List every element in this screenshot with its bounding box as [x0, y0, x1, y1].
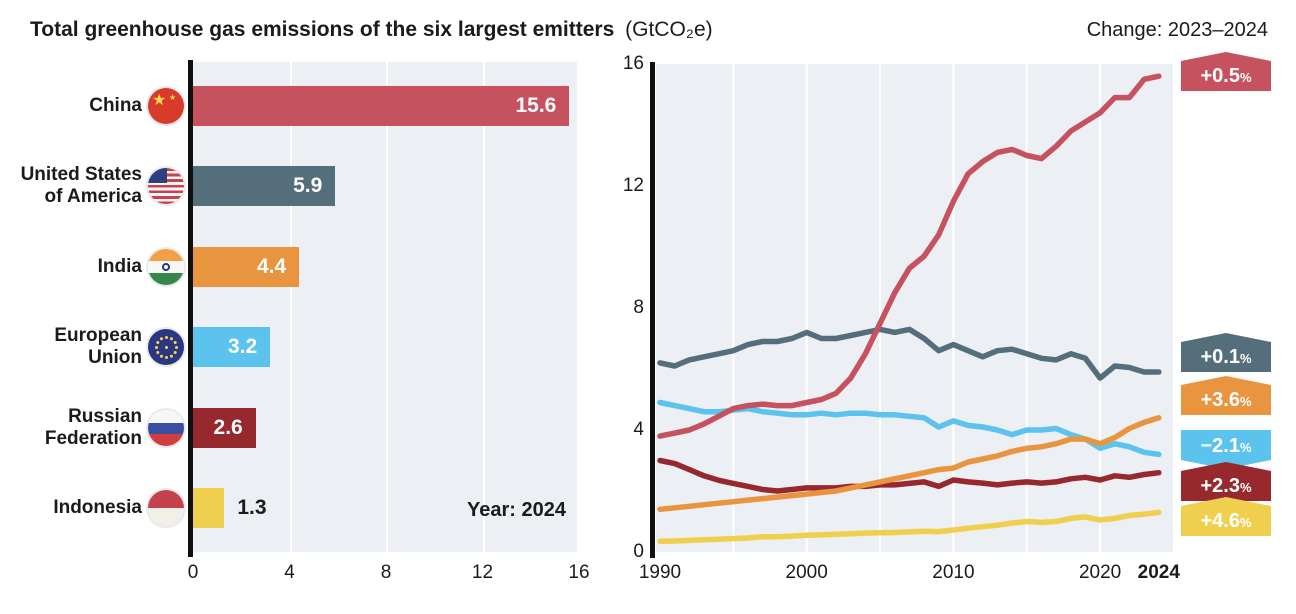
category-label-line: China	[89, 94, 142, 116]
bar-china	[193, 85, 570, 126]
change-badge-usa: +0.1%	[1181, 333, 1271, 372]
percent-sign: %	[1239, 515, 1252, 530]
line-y-tick-4: 4	[633, 419, 644, 440]
bar-gridline	[482, 62, 485, 552]
bar-gridline	[386, 62, 388, 552]
bar-eu	[193, 327, 271, 367]
category-label-line: Russian	[68, 405, 142, 427]
change-badge-text: −2.1%	[1200, 435, 1252, 457]
line-x-tick-1990: 1990	[638, 562, 682, 583]
usa-flag-icon	[148, 168, 184, 204]
bar-india	[193, 246, 300, 287]
category-label-china: China	[0, 62, 142, 150]
eu-flag-icon	[148, 329, 184, 365]
line-y-tick-12: 12	[622, 175, 644, 196]
line-x-tick-2010: 2010	[932, 562, 975, 583]
category-label-line: Union	[88, 347, 142, 368]
percent-sign: %	[1239, 480, 1252, 495]
bar-value-russia: 2.6	[213, 415, 243, 439]
line-y-tick-16: 16	[622, 53, 644, 74]
line-russia	[657, 457, 1162, 494]
category-label-line: of America	[44, 186, 143, 207]
change-badge-text: +0.1%	[1200, 346, 1252, 368]
bar-indonesia	[193, 488, 225, 528]
line-china	[657, 73, 1162, 439]
bar-gridline	[289, 62, 292, 552]
bar-x-tick-4: 4	[284, 562, 295, 583]
indonesia-flag-icon	[148, 490, 184, 526]
change-badge-text: +3.6%	[1200, 389, 1252, 411]
line-usa	[657, 326, 1162, 381]
line-y-tick-8: 8	[633, 297, 644, 318]
bar-x-tick-16: 16	[568, 562, 590, 583]
bar-x-tick-0: 0	[187, 562, 199, 583]
category-label-usa: United States of America	[0, 142, 142, 230]
page-title-text: Total greenhouse gas emissions of the si…	[30, 18, 615, 41]
bar-value-usa: 5.9	[293, 174, 323, 197]
india-flag-icon	[148, 248, 184, 285]
bar-x-tick-12: 12	[471, 562, 494, 583]
line-plot-area	[656, 64, 1173, 552]
percent-sign: %	[1239, 394, 1252, 409]
category-label-line: European	[54, 325, 142, 346]
percent-sign: %	[1239, 351, 1252, 366]
percent-sign: %	[1239, 440, 1252, 455]
russia-flag-icon	[148, 409, 184, 446]
bar-value-indonesia: 1.3	[237, 496, 267, 519]
line-series-plot	[657, 64, 1162, 552]
line-y-tick-0: 0	[633, 541, 644, 562]
china-flag-icon	[148, 87, 184, 124]
bar-russia	[193, 407, 256, 448]
change-badge-text: +4.6%	[1200, 510, 1252, 532]
line-x-tick-2000: 2000	[785, 562, 828, 583]
category-label-russia: Russian Federation	[0, 384, 142, 472]
line-x-tick-2024: 2024	[1137, 562, 1180, 583]
category-label-indonesia: Indonesia	[0, 464, 142, 552]
change-badge-russia: +2.3%	[1181, 462, 1271, 501]
category-label-eu: European Union	[0, 303, 142, 391]
year-note: Year: 2024	[467, 499, 566, 521]
bar-value-india: 4.4	[256, 254, 287, 278]
category-label-line: India	[97, 255, 142, 277]
change-badge-text: +0.5%	[1200, 65, 1252, 87]
category-label-line: Federation	[44, 427, 142, 449]
line-indonesia	[657, 509, 1162, 545]
page-title-unit: (GtCO₂e)	[625, 18, 713, 41]
page-title: Total greenhouse gas emissions of the si…	[30, 16, 713, 43]
bar-x-tick-8: 8	[380, 562, 392, 583]
bar-value-china: 15.6	[515, 93, 557, 117]
category-label-line: Indonesia	[53, 497, 142, 518]
change-badge-indonesia: +4.6%	[1181, 497, 1271, 536]
bar-usa	[193, 166, 336, 206]
category-label-india: India	[0, 223, 142, 311]
bar-gridline	[577, 62, 579, 552]
bar-chart-y-axis-line	[188, 60, 193, 557]
percent-sign: %	[1239, 70, 1252, 85]
category-label-line: United States	[20, 164, 142, 185]
bar-value-eu: 3.2	[227, 335, 258, 358]
line-x-tick-2020: 2020	[1078, 562, 1122, 583]
change-badge-india: +3.6%	[1181, 376, 1271, 415]
change-badge-china: +0.5%	[1181, 52, 1271, 91]
bar-plot-area	[193, 62, 579, 552]
line-india	[657, 415, 1162, 513]
change-badge-text: +2.3%	[1200, 475, 1252, 497]
line-chart-y-axis-line	[650, 62, 655, 558]
change-period-label: Change: 2023–2024	[1086, 19, 1268, 41]
